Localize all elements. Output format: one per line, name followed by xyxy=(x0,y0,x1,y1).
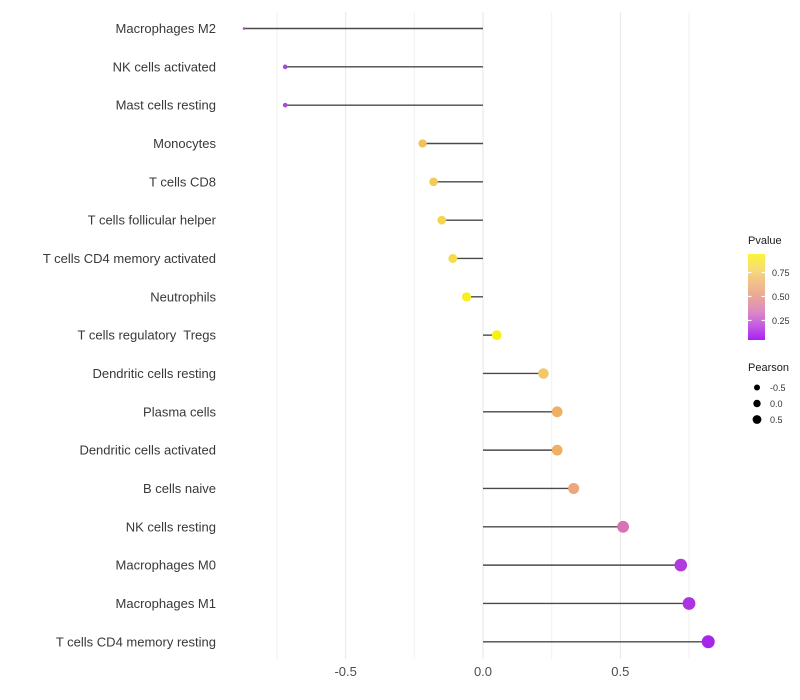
y-axis-label: Mast cells resting xyxy=(116,98,216,113)
y-axis-label: Monocytes xyxy=(153,136,216,151)
lollipop-dot xyxy=(461,292,472,302)
lollipop-dot xyxy=(282,64,288,70)
pearson-size-dot xyxy=(754,384,760,391)
colorbar-tick-label: 0.25 xyxy=(772,316,790,326)
lollipop-dot xyxy=(617,520,629,533)
y-axis-label: T cells regulatory Tregs xyxy=(78,328,217,343)
pvalue-legend-title: Pvalue xyxy=(748,235,782,247)
y-axis-labels: Macrophages M2 NK cells activated Mast cel… xyxy=(43,21,217,649)
y-axis-label: Dendritic cells activated xyxy=(79,443,216,458)
y-axis-label: T cells CD8 xyxy=(149,174,216,189)
pearson-size-dot xyxy=(753,399,761,408)
x-axis-tick-labels: -0.5 0.0 0.5 xyxy=(334,664,629,679)
lollipop-dots xyxy=(242,27,715,649)
y-axis-label: NK cells resting xyxy=(126,519,216,534)
lollipop-dot xyxy=(242,27,246,30)
y-axis-label: NK cells activated xyxy=(113,59,216,74)
y-axis-label: T cells CD4 memory activated xyxy=(43,251,216,266)
y-axis-label: Dendritic cells resting xyxy=(92,366,216,381)
colorbar-tick-label: 0.75 xyxy=(772,268,790,278)
lollipop-dot xyxy=(568,482,580,494)
lollipop-dot xyxy=(491,330,502,341)
lollipop-dot xyxy=(674,558,688,572)
lollipop-dot xyxy=(418,139,427,148)
y-axis-label: Macrophages M1 xyxy=(116,596,216,611)
y-axis-label: Macrophages M0 xyxy=(116,558,216,573)
x-axis-tick-label: -0.5 xyxy=(334,664,356,679)
lollipop-dot xyxy=(282,102,288,108)
pearson-size-label: 0.5 xyxy=(770,415,783,425)
legend: Pvalue 0.75 0.50 0.25 Pearson -0.5 0.0 0.5 xyxy=(748,235,790,425)
pearson-size-label: 0.0 xyxy=(770,399,783,409)
y-axis-label: Plasma cells xyxy=(143,404,216,419)
pearson-size-label: -0.5 xyxy=(770,383,786,393)
y-axis-label: T cells follicular helper xyxy=(88,213,217,228)
lollipop-dot xyxy=(448,254,458,263)
x-axis-tick-label: 0.0 xyxy=(474,664,492,679)
lollipop-dot xyxy=(551,444,563,456)
pearson-size-legend: -0.5 0.0 0.5 xyxy=(752,383,786,425)
pvalue-colorbar xyxy=(748,254,765,340)
lollipop-dot xyxy=(682,597,696,610)
lollipop-dot xyxy=(429,177,438,187)
pvalue-colorbar-ticks: 0.75 0.50 0.25 xyxy=(748,268,790,326)
lollipop-stems xyxy=(244,27,709,643)
y-axis-label: T cells CD4 memory resting xyxy=(56,634,216,649)
x-axis-tick-label: 0.5 xyxy=(611,664,629,679)
colorbar-tick-label: 0.50 xyxy=(772,292,790,302)
lollipop-dot xyxy=(701,635,715,649)
y-axis-label: Neutrophils xyxy=(150,289,216,304)
pearson-size-dot xyxy=(752,415,762,424)
y-axis-label: Macrophages M2 xyxy=(116,21,216,36)
pearson-legend-title: Pearson xyxy=(748,362,789,374)
lollipop-dot xyxy=(538,368,549,379)
lollipop-dot xyxy=(551,406,563,418)
lollipop-dot xyxy=(437,215,447,225)
y-axis-label: B cells naive xyxy=(143,481,216,496)
